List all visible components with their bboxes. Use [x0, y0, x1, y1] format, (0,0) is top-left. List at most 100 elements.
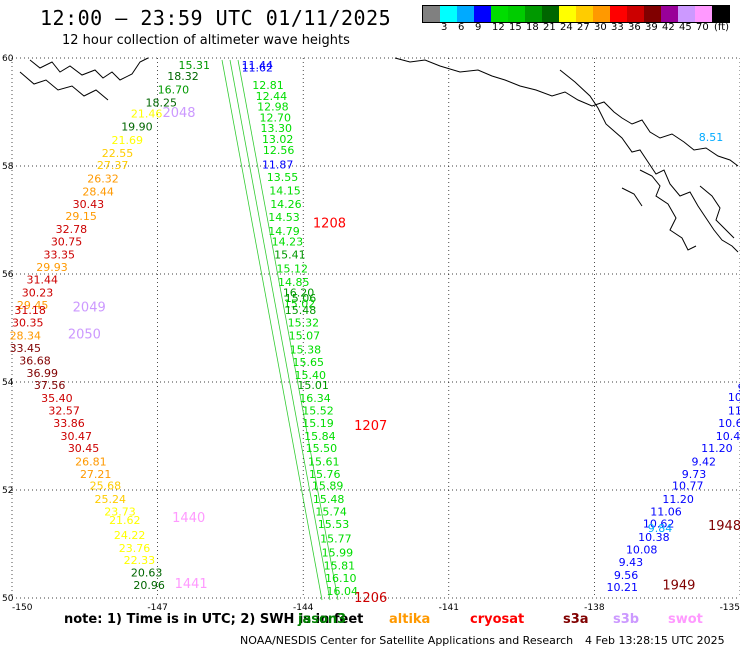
swh-value: 36.68 — [19, 354, 50, 367]
pass-number: 1441 — [175, 577, 208, 592]
pass-number: 2048 — [162, 106, 195, 121]
color-swatch — [644, 6, 661, 22]
swh-value: 11.62 — [242, 62, 274, 75]
swh-value: 16.04 — [326, 585, 358, 598]
color-scale-label: 39 — [645, 22, 658, 33]
color-scale-labels: 3 6 9 12 15 18 21 24 27 30 33 36 39 42 45 70 (ft) — [422, 22, 740, 34]
swh-value: 15.61 — [308, 455, 340, 468]
color-scale-label: 21 — [543, 22, 556, 33]
track-line-1 — [221, 59, 323, 601]
lon-tick-label: -144 — [293, 603, 314, 613]
swh-value: 13.55 — [267, 171, 299, 184]
track-line-3 — [237, 59, 339, 601]
swh-value: 18.25 — [145, 96, 177, 109]
swh-value: 11.06 — [650, 506, 682, 519]
archipelago-islands — [621, 169, 735, 251]
swh-value: 20.96 — [133, 579, 165, 592]
color-swatch — [440, 6, 457, 22]
alaska-coastline — [19, 57, 739, 253]
swh-value: 15.50 — [306, 442, 338, 455]
swh-value: 14.53 — [268, 211, 300, 224]
color-scale-label: 27 — [577, 22, 590, 33]
swh-value: 32.57 — [48, 405, 80, 418]
color-scale-label: 15 — [509, 22, 522, 33]
generated-timestamp: 4 Feb 13:28:15 UTC 2025 — [585, 634, 725, 647]
coastline-upper-left — [29, 57, 149, 81]
swh-value: 15.74 — [315, 506, 347, 519]
swh-value: 8.51 — [699, 131, 724, 144]
swh-value: 27.37 — [97, 159, 129, 172]
swh-value: 24.22 — [114, 529, 146, 542]
swh-value: 16.70 — [158, 83, 190, 96]
swh-value: 22.33 — [124, 554, 156, 567]
swh-value: 27.21 — [80, 468, 112, 481]
swh-value: 16.10 — [325, 572, 357, 585]
axis-tick-labels: 60 58 56 54 52 50-150 -147 -144 -141 -138 -135 — [2, 54, 740, 613]
swh-value: 36.99 — [27, 367, 58, 380]
swh-value: 9 — [738, 381, 740, 394]
swh-value: 15.38 — [290, 344, 322, 357]
swh-value: 21.62 — [109, 514, 141, 527]
swh-value: 10.21 — [607, 581, 639, 594]
color-swatch — [508, 6, 525, 22]
swh-value: 15.12 — [277, 263, 309, 276]
swh-value: 15.48 — [313, 493, 345, 506]
coastline-lower-left — [19, 71, 109, 101]
lat-tick-label: 50 — [2, 594, 14, 604]
swh-value: 11.44 — [242, 59, 274, 72]
swh-value: 18.32 — [167, 70, 199, 83]
swh-value: 11.20 — [662, 493, 694, 506]
color-swatch — [695, 6, 712, 22]
swh-value: 37.56 — [34, 379, 65, 392]
swh-value: 15.01 — [297, 379, 329, 392]
color-scale-label: 70 — [696, 22, 709, 33]
swh-value: 15.65 — [293, 356, 325, 369]
swh-value: 12.81 — [252, 79, 283, 92]
color-swatch — [678, 6, 695, 22]
swh-value: 30.47 — [61, 430, 93, 443]
swh-value: 13.30 — [260, 122, 292, 135]
pass-number: 1948 — [708, 519, 740, 534]
color-swatch — [593, 6, 610, 22]
swh-value: 15.53 — [318, 518, 350, 531]
color-swatch — [542, 6, 559, 22]
lon-tick-label: -135 — [720, 603, 740, 613]
swh-value: 15.07 — [289, 330, 321, 343]
color-scale-label: 33 — [611, 22, 624, 33]
swh-value: 14.15 — [269, 184, 301, 197]
pass-numbers: 2048 2049 2050 1208 1207 1440 1441 1206 1948 1949 — [68, 106, 740, 606]
color-scale-label: 42 — [662, 22, 675, 33]
swh-value: 13.02 — [262, 133, 294, 146]
swh-value: 15.48 — [285, 304, 317, 317]
pass-number: 1949 — [662, 579, 695, 594]
lat-tick-label: 60 — [2, 54, 14, 64]
legend-altika: altika — [389, 612, 431, 627]
swh-value: 33.35 — [44, 249, 75, 262]
swh-value: 15.99 — [322, 547, 354, 560]
color-scale-label: 9 — [475, 22, 482, 33]
pass-number: 2049 — [73, 300, 106, 315]
swh-value: 25.24 — [95, 493, 127, 506]
coastline-panhandle — [559, 69, 739, 253]
swh-value: 26.32 — [87, 172, 119, 185]
coastline-gulf-of-alaska — [394, 57, 739, 167]
swh-value: 33.45 — [10, 342, 42, 355]
swh-value: 10. — [728, 391, 740, 404]
swh-value: 16.34 — [299, 392, 331, 405]
swh-value: 21.46 — [131, 108, 163, 121]
swh-value: 19.90 — [121, 121, 153, 134]
map-title: 12:00 – 23:59 UTC 01/11/2025 — [40, 6, 392, 30]
swh-value: 12.70 — [260, 111, 292, 124]
swh-value: 32.78 — [56, 223, 88, 236]
color-scale-label: 18 — [526, 22, 539, 33]
swh-value: 9.43 — [619, 556, 644, 569]
swh-value: 14.23 — [272, 236, 304, 249]
swh-value: 15.02 — [284, 298, 316, 311]
swh-value: 15.40 — [294, 369, 326, 382]
credit-line: NOAA/NESDIS Center for Satellite Applica… — [240, 634, 574, 647]
color-swatch — [712, 6, 729, 22]
color-swatch — [525, 6, 542, 22]
map-note: note: 1) Time is in UTC; 2) SWH is in fe… — [64, 612, 364, 627]
swh-value: 10.62 — [643, 517, 675, 530]
